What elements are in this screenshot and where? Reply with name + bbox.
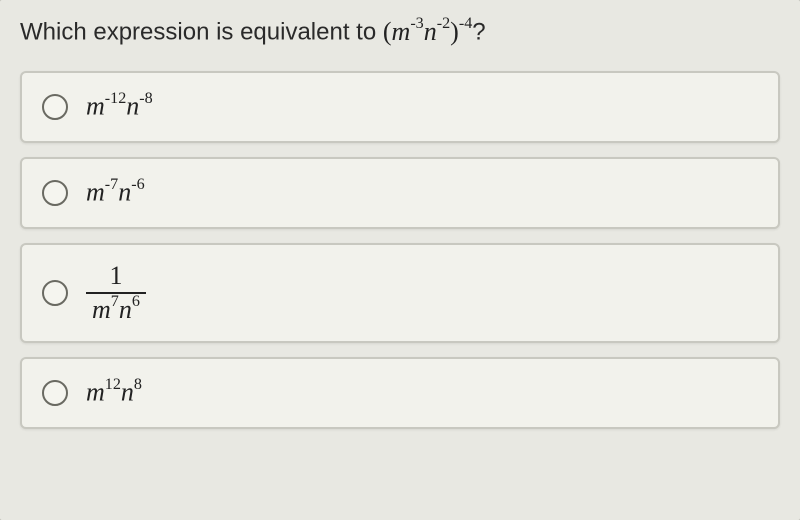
paren-open: ( (383, 17, 392, 46)
radio-icon (42, 280, 68, 306)
option-a[interactable]: m-12n-8 (20, 71, 780, 143)
opt-b-base1: m (86, 178, 105, 207)
option-c-expression: 1 m7n6 (86, 262, 146, 323)
options-list: m-12n-8 m-7n-6 1 m7n6 (20, 71, 780, 429)
opt-c-den-base1: m (92, 295, 111, 324)
option-d[interactable]: m12n8 (20, 357, 780, 429)
question-text: Which expression is equivalent to (m-3n-… (20, 18, 780, 47)
opt-b-exp2: -6 (131, 176, 144, 193)
opt-d-exp1: 12 (105, 376, 121, 393)
opt-d-exp2: 8 (134, 376, 142, 393)
question-expression: (m-3n-2)-4 (383, 17, 472, 46)
q-base2: n (424, 17, 437, 46)
opt-c-denominator: m7n6 (86, 296, 146, 323)
opt-c-den-exp2: 6 (132, 293, 140, 310)
opt-d-base2: n (121, 378, 134, 407)
radio-icon (42, 380, 68, 406)
option-b[interactable]: m-7n-6 (20, 157, 780, 229)
fraction: 1 m7n6 (86, 262, 146, 323)
question-container: Which expression is equivalent to (m-3n-… (0, 0, 800, 520)
option-c[interactable]: 1 m7n6 (20, 243, 780, 343)
opt-b-base2: n (118, 178, 131, 207)
option-d-expression: m12n8 (86, 379, 142, 406)
q-base1: m (392, 17, 411, 46)
option-a-expression: m-12n-8 (86, 93, 153, 120)
radio-icon (42, 94, 68, 120)
q-exp1: -3 (410, 15, 423, 32)
opt-a-base1: m (86, 92, 105, 121)
opt-c-numerator: 1 (103, 262, 128, 289)
opt-c-den-exp1: 7 (111, 293, 119, 310)
q-outer-exp: -4 (459, 15, 472, 32)
option-b-expression: m-7n-6 (86, 179, 145, 206)
opt-a-exp1: -12 (105, 90, 126, 107)
opt-a-exp2: -8 (139, 90, 152, 107)
opt-a-base2: n (126, 92, 139, 121)
opt-b-exp1: -7 (105, 176, 118, 193)
opt-d-base1: m (86, 378, 105, 407)
question-suffix: ? (472, 19, 485, 46)
question-prefix: Which expression is equivalent to (20, 19, 383, 46)
opt-c-den-base2: n (119, 295, 132, 324)
q-exp2: -2 (437, 15, 450, 32)
paren-close: ) (450, 17, 459, 46)
radio-icon (42, 180, 68, 206)
